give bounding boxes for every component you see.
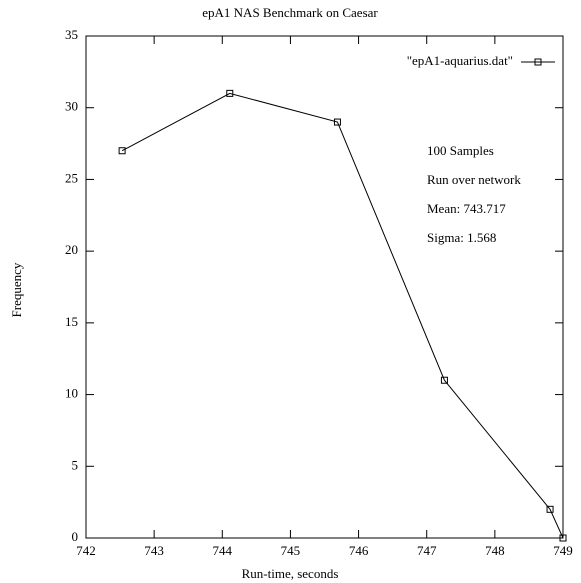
y-tick-label: 20 [65,242,78,257]
y-tick-label: 10 [65,386,78,401]
x-tick-label: 745 [281,543,301,558]
y-tick-label: 5 [72,457,79,472]
y-tick-label: 25 [65,170,78,185]
x-tick-label: 742 [76,543,96,558]
y-tick-label: 15 [65,314,78,329]
x-tick-label: 747 [417,543,437,558]
y-axis-label: Frequency [9,262,24,317]
y-tick-label: 30 [65,99,78,114]
x-tick-label: 749 [553,543,573,558]
y-tick-label: 0 [72,529,79,544]
chart-title: epA1 NAS Benchmark on Caesar [202,5,378,20]
annotation: Run over network [427,172,521,187]
x-tick-label: 743 [144,543,164,558]
point-marker [546,505,554,513]
legend-marker [534,58,542,66]
point-marker [118,147,126,155]
y-tick-label: 35 [65,27,78,42]
annotation: Sigma: 1.568 [427,230,496,245]
x-tick-label: 746 [349,543,369,558]
point-marker [333,118,341,126]
point-marker [559,534,567,542]
legend-label: "epA1-aquarius.dat" [407,53,513,68]
annotation: Mean: 743.717 [427,201,506,216]
x-tick-label: 744 [213,543,233,558]
point-marker [440,376,448,384]
point-marker [226,89,234,97]
x-axis-label: Run-time, seconds [242,566,339,581]
x-tick-label: 748 [485,543,505,558]
plot-frame [85,35,564,539]
annotation: 100 Samples [427,143,494,158]
series-line [121,92,564,539]
